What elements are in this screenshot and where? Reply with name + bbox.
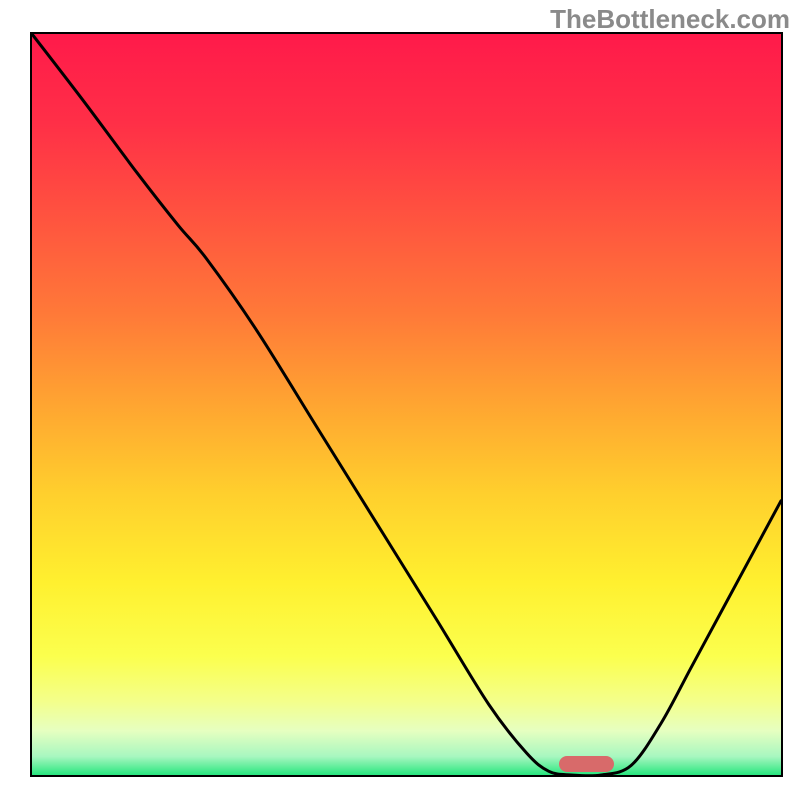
optimal-point-marker xyxy=(559,756,614,772)
plot-svg xyxy=(32,34,781,775)
plot-area xyxy=(30,32,783,777)
bottleneck-chart: TheBottleneck.com xyxy=(0,0,800,800)
watermark-label: TheBottleneck.com xyxy=(550,4,790,35)
gradient-background xyxy=(32,34,781,775)
